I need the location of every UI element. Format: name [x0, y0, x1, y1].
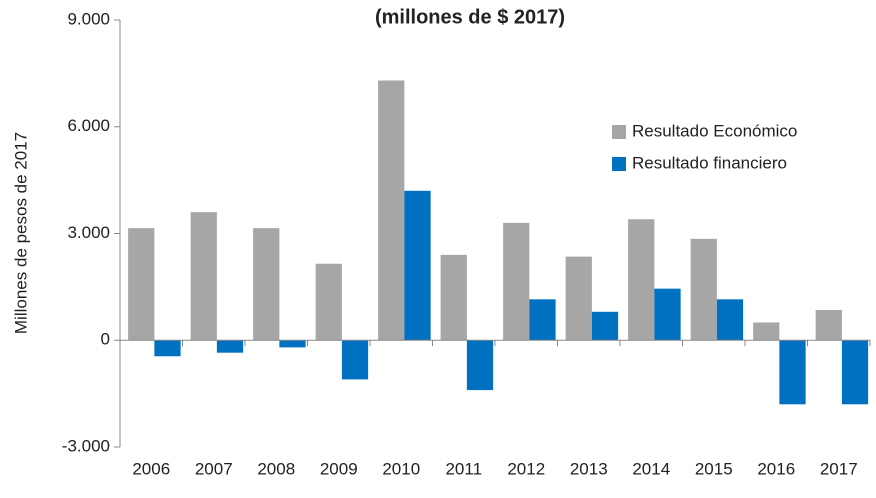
bar	[279, 340, 306, 348]
x-tick-label: 2012	[507, 459, 545, 478]
y-tick-label: 3.000	[67, 223, 110, 242]
x-tick-label: 2011	[445, 459, 482, 478]
bar	[815, 310, 842, 341]
bar	[128, 228, 155, 341]
bar	[779, 340, 806, 405]
x-tick-label: 2009	[320, 459, 358, 478]
x-tick-label: 2013	[570, 459, 608, 478]
x-tick-label: 2007	[195, 459, 233, 478]
legend-swatch	[612, 125, 626, 139]
bar	[154, 340, 181, 357]
bar	[529, 299, 556, 341]
bar	[253, 228, 280, 341]
legend-swatch	[612, 157, 626, 171]
bar	[440, 254, 467, 341]
bar	[503, 222, 530, 341]
bar	[341, 340, 369, 380]
bar	[654, 288, 681, 341]
y-tick-label: 9.000	[67, 9, 110, 28]
legend-label: Resultado financiero	[632, 153, 787, 172]
x-tick-label: 2016	[757, 459, 795, 478]
bar	[690, 238, 717, 341]
bar	[628, 219, 655, 341]
y-tick-label: -3.000	[62, 436, 110, 455]
x-tick-label: 2010	[382, 459, 420, 478]
x-tick-label: 2015	[695, 459, 733, 478]
bar	[716, 299, 744, 341]
x-tick-label: 2014	[632, 459, 670, 478]
bar	[565, 256, 592, 341]
x-tick-label: 2006	[132, 459, 170, 478]
y-tick-label: 6.000	[67, 116, 110, 135]
bar	[466, 340, 494, 391]
bar	[378, 80, 405, 341]
bar	[753, 322, 780, 341]
x-tick-label: 2017	[820, 459, 858, 478]
bar	[591, 311, 619, 341]
bar	[841, 340, 869, 405]
bar	[404, 190, 431, 341]
y-tick-label: 0	[101, 330, 110, 349]
legend-label: Resultado Económico	[632, 121, 797, 140]
chart-title: (millones de $ 2017)	[375, 6, 565, 28]
x-tick-label: 2008	[257, 459, 295, 478]
bar	[315, 263, 342, 341]
bar	[190, 212, 217, 341]
bar	[216, 340, 244, 353]
y-axis-label: Millones de pesos de 2017	[11, 132, 30, 334]
